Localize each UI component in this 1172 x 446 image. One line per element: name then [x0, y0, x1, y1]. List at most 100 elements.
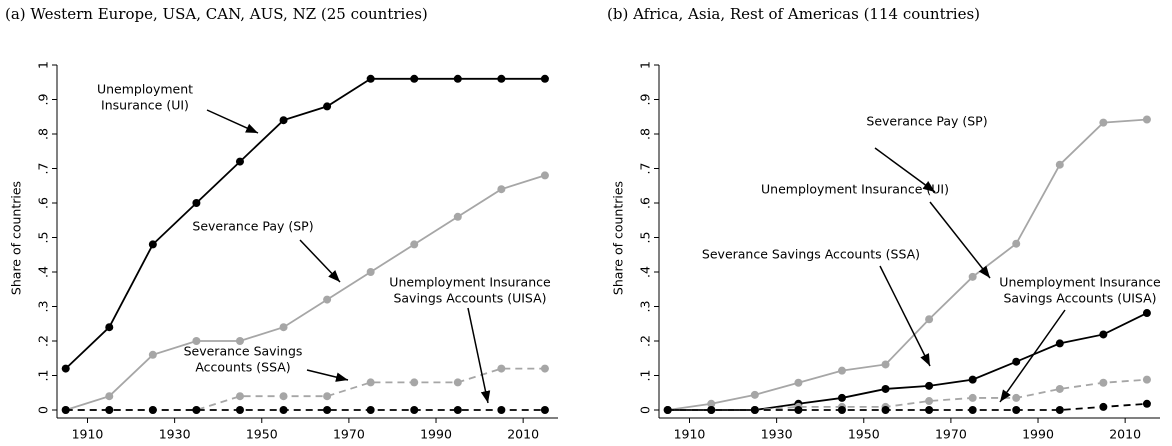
panel: (b) Africa, Asia, Rest of Americas (114 … [607, 5, 1161, 442]
annotation: Accounts (SSA) [195, 360, 290, 375]
x-tick-label: 1930 [761, 427, 793, 442]
point [968, 406, 977, 414]
point [540, 74, 549, 83]
point [279, 406, 288, 414]
point [192, 406, 201, 414]
y-tick-label: .4 [638, 266, 653, 278]
point [837, 393, 846, 402]
annotation: Unemployment Insurance [389, 275, 551, 290]
point [1142, 375, 1151, 384]
point [366, 406, 375, 414]
point [837, 366, 846, 375]
annotation: Savings Accounts (UISA) [1003, 291, 1156, 306]
annotation-arrow [929, 201, 991, 279]
annotation: Unemployment [97, 82, 193, 97]
point [1142, 309, 1151, 318]
point [750, 390, 759, 399]
point [105, 392, 114, 401]
point [192, 199, 201, 207]
point [410, 240, 419, 249]
series-line [667, 118, 1147, 411]
point [148, 240, 157, 249]
annotation: Severance Savings Accounts (SSA) [702, 247, 920, 262]
point [925, 381, 934, 390]
series-line [65, 77, 545, 370]
point [1055, 339, 1064, 348]
point [148, 406, 157, 414]
point [707, 399, 716, 408]
point [366, 268, 375, 276]
point [235, 337, 244, 345]
y-axis-label: Share of countries [9, 181, 24, 295]
point [750, 406, 759, 414]
point [925, 315, 934, 324]
x-tick-label: 1970 [935, 427, 967, 442]
point [925, 406, 934, 414]
annotation: Unemployment Insurance [999, 275, 1161, 290]
point [1012, 393, 1021, 402]
annotation: Severance Pay (SP) [192, 219, 313, 234]
point [968, 393, 977, 402]
point [540, 171, 549, 180]
x-tick-label: 1910 [72, 427, 104, 442]
x-tick-label: 1970 [333, 427, 365, 442]
annotation-arrow [206, 109, 259, 134]
y-tick-label: .1 [36, 370, 51, 382]
point [1012, 357, 1021, 366]
x-tick-label: 1990 [1022, 427, 1054, 442]
point [1055, 160, 1064, 169]
point [323, 102, 332, 111]
point [410, 406, 419, 414]
annotation-arrow [874, 147, 936, 193]
x-tick-label: 1990 [420, 427, 452, 442]
y-tick-label: .3 [36, 301, 51, 313]
point [1055, 384, 1064, 393]
point [540, 364, 549, 373]
point [925, 397, 934, 406]
point [366, 74, 375, 83]
y-tick-label: .7 [36, 163, 51, 175]
y-tick-label: .4 [36, 266, 51, 278]
point [323, 392, 332, 401]
point [881, 360, 890, 369]
point [540, 406, 549, 414]
point [837, 406, 846, 414]
point [794, 406, 803, 414]
point [1099, 402, 1108, 411]
point [881, 384, 890, 393]
annotation-arrow [306, 369, 349, 382]
point [1099, 118, 1108, 127]
x-tick-label: 2010 [507, 427, 539, 442]
y-tick-label: .6 [36, 197, 51, 209]
point [235, 406, 244, 414]
panel: (a) Western Europe, USA, CAN, AUS, NZ (2… [5, 5, 558, 442]
series-line [667, 312, 1148, 411]
point [497, 364, 506, 373]
annotation-arrow [999, 309, 1066, 403]
point [279, 323, 288, 332]
point [279, 392, 288, 401]
point [105, 406, 114, 414]
y-tick-label: .9 [638, 93, 653, 105]
point [1142, 399, 1151, 408]
y-axis-label: Share of countries [611, 181, 626, 295]
point [192, 337, 201, 345]
point [279, 116, 288, 125]
point [1012, 239, 1021, 248]
point [707, 406, 716, 414]
x-tick-label: 2010 [1109, 427, 1141, 442]
chart-title: (b) Africa, Asia, Rest of Americas (114 … [607, 5, 980, 23]
y-tick-label: .7 [638, 163, 653, 175]
point [663, 406, 672, 414]
annotation: Savings Accounts (UISA) [393, 291, 546, 306]
y-tick-label: .6 [638, 197, 653, 209]
y-tick-label: .2 [36, 335, 51, 347]
y-tick-label: .1 [638, 370, 653, 382]
point [105, 323, 114, 332]
point [794, 378, 803, 387]
point [235, 157, 244, 166]
point [453, 212, 462, 221]
point [497, 74, 506, 83]
y-tick-label: .9 [36, 93, 51, 105]
